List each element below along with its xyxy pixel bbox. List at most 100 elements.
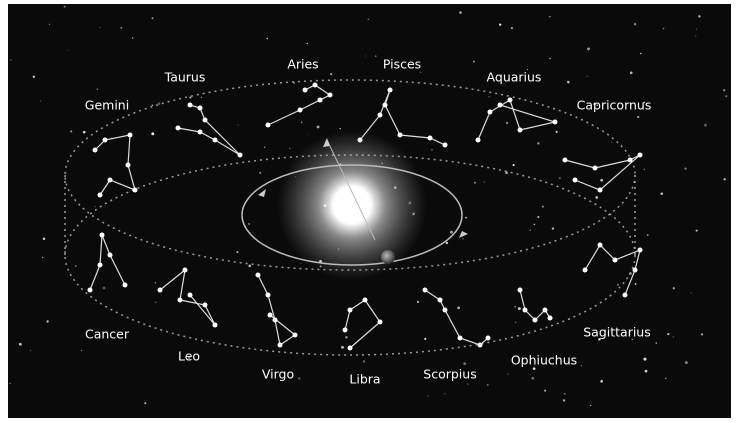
star [330, 73, 332, 75]
star [375, 55, 376, 56]
star [655, 342, 657, 344]
constellation-star [638, 248, 643, 253]
star [64, 6, 66, 8]
constellation-star [313, 83, 318, 88]
star [340, 128, 341, 129]
star [559, 177, 560, 178]
star [552, 227, 554, 229]
constellation-star [553, 120, 558, 125]
star [120, 27, 122, 29]
star [508, 374, 509, 375]
star [513, 164, 515, 166]
star [685, 361, 688, 364]
constellation-star [443, 308, 448, 313]
constellation-star [598, 243, 603, 248]
star [595, 196, 598, 199]
star [563, 399, 565, 401]
constellation-star [213, 138, 218, 143]
star [10, 59, 12, 61]
star [307, 135, 308, 136]
constellation-star [108, 253, 113, 258]
constellation-star [623, 293, 628, 298]
zodiac-illustration: TaurusAriesPiscesAquariusGeminiCapricorn… [0, 0, 739, 423]
star [640, 53, 641, 54]
star [457, 307, 460, 310]
star [468, 384, 469, 385]
star [673, 337, 674, 338]
star [365, 56, 366, 57]
star [465, 217, 467, 219]
constellation-label: Capricornus [577, 98, 652, 113]
constellation-star [458, 336, 463, 341]
star [49, 24, 50, 25]
star [544, 390, 546, 392]
constellation-star [583, 268, 588, 273]
star [556, 131, 558, 133]
constellation-star [638, 153, 643, 158]
star [534, 224, 536, 226]
star [635, 283, 637, 285]
star [459, 11, 462, 14]
star [30, 350, 31, 351]
star [600, 179, 603, 182]
constellation-star [423, 288, 428, 293]
star [248, 265, 251, 268]
constellation-label: Gemini [85, 98, 129, 113]
constellation-star [318, 98, 323, 103]
star [259, 172, 261, 174]
star [298, 377, 301, 380]
star [155, 302, 156, 303]
star [673, 287, 675, 289]
star [446, 242, 448, 244]
star [100, 27, 101, 28]
star [132, 37, 133, 38]
star [95, 206, 96, 207]
constellation-star [593, 166, 598, 171]
constellation-star [486, 336, 491, 341]
star [557, 119, 558, 120]
constellation-label: Pisces [383, 57, 421, 72]
constellation-label: Libra [349, 372, 380, 387]
constellation-star [238, 153, 243, 158]
constellation-star [188, 103, 193, 108]
constellation-star [98, 193, 103, 198]
star [499, 23, 501, 25]
star [549, 16, 550, 17]
constellation-star [158, 288, 163, 293]
star [637, 116, 639, 118]
constellation-star [598, 188, 603, 193]
star [144, 402, 146, 404]
star [266, 38, 268, 40]
star [696, 230, 698, 232]
constellation-star [178, 298, 183, 303]
constellation-star [98, 263, 103, 268]
constellation-star [343, 328, 348, 333]
constellation-star [378, 113, 383, 118]
star [484, 181, 485, 182]
star [424, 338, 426, 340]
star [289, 148, 291, 150]
constellation-star [88, 288, 93, 293]
constellation-star [126, 163, 131, 168]
star [600, 380, 603, 383]
constellation-star [518, 288, 523, 293]
star [701, 333, 703, 335]
star [644, 169, 645, 170]
constellation-label: Leo [178, 349, 200, 364]
star [9, 383, 10, 384]
star [542, 205, 544, 207]
constellation-star [128, 133, 133, 138]
star [530, 374, 531, 375]
constellation-label: Aquarius [487, 70, 542, 85]
star [630, 71, 633, 74]
constellation-star [488, 110, 493, 115]
constellation-star [123, 283, 128, 288]
constellation-star [518, 128, 523, 133]
star [611, 142, 612, 143]
constellation-label: Ophiuchus [511, 353, 577, 368]
constellation-star [213, 323, 218, 328]
constellation-star [573, 178, 578, 183]
constellation-star [548, 316, 553, 321]
star [75, 265, 77, 267]
star [698, 15, 700, 17]
